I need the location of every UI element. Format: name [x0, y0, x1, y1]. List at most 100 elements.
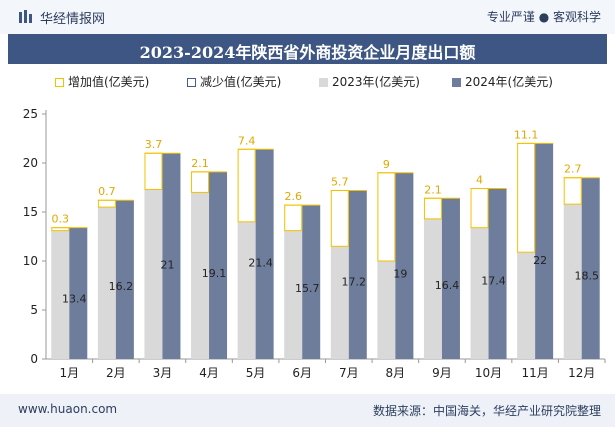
x-tick-label: 4月 — [199, 366, 219, 380]
bar-increase — [517, 142, 536, 253]
y-tick-label: 5 — [30, 303, 38, 317]
bar-increase — [237, 148, 256, 223]
value-label-2024: 18.5 — [574, 270, 599, 283]
increase-value-label: 2.1 — [191, 157, 209, 170]
bar-2024 — [162, 153, 181, 359]
x-tick-label: 3月 — [153, 366, 173, 380]
x-tick-label: 11月 — [521, 366, 548, 380]
chart-title: 2023-2024年陕西省外商投资企业月度出口额 — [139, 43, 476, 62]
bar-2024 — [209, 171, 228, 359]
legend-swatch-increase — [55, 78, 64, 87]
bar-2024 — [348, 190, 367, 359]
value-label-2024: 21.4 — [248, 257, 273, 270]
increase-value-label: 11.1 — [514, 128, 539, 141]
increase-value-label: 2.6 — [284, 190, 302, 203]
legend-swatch-2023 — [319, 78, 328, 87]
y-tick-label: 20 — [23, 156, 38, 170]
value-label-2024: 16.2 — [109, 280, 134, 293]
bar-increase — [423, 197, 442, 220]
legend-label-decrease: 减少值(亿美元) — [200, 75, 282, 89]
x-tick-label: 5月 — [246, 366, 266, 380]
y-tick-label: 10 — [23, 254, 38, 268]
bar-2024 — [115, 200, 134, 359]
bar-increase — [191, 171, 210, 193]
value-label-2024: 22 — [533, 254, 547, 267]
bar-2023 — [563, 204, 582, 359]
bar-increase — [330, 189, 349, 247]
bar-increase — [563, 177, 582, 205]
bar-2024 — [302, 205, 321, 359]
legend-item-increase: 增加值(亿美元) — [55, 73, 149, 90]
legend-label-2023: 2023年(亿美元) — [332, 75, 420, 89]
chart-legend: 增加值(亿美元) 减少值(亿美元) 2023年(亿美元) 2024年(亿美元) — [0, 71, 615, 91]
bar-2023 — [470, 227, 489, 359]
increase-value-label: 0.3 — [52, 213, 70, 226]
bar-2024 — [535, 143, 554, 359]
bar-2024 — [255, 149, 274, 359]
bar-increase — [144, 152, 163, 190]
increase-value-label: 5.7 — [331, 175, 349, 188]
x-tick-label: 1月 — [59, 366, 79, 380]
bar-increase — [97, 199, 116, 208]
website-link[interactable]: www.huaon.com — [18, 402, 118, 416]
bar-increase — [284, 204, 303, 232]
chart-plot: 0 5 10 15 20 25 1月 2月 3月 4月 5月 6月 7月 8月 9月 10月 11月 12月 0.… — [23, 107, 606, 380]
y-tick-label: 25 — [23, 107, 38, 121]
x-tick-label: 10月 — [475, 366, 502, 380]
increase-value-label: 7.4 — [238, 134, 256, 147]
x-tick-label: 2月 — [106, 366, 126, 380]
y-tick-label: 15 — [23, 205, 38, 219]
brand-logo-icon — [19, 10, 32, 23]
bar-2023 — [284, 230, 303, 359]
bar-increase — [377, 172, 396, 262]
value-label-2024: 13.4 — [62, 293, 87, 306]
bar-2023 — [191, 192, 210, 359]
value-label-2024: 19 — [393, 267, 407, 280]
x-tick-label: 8月 — [386, 366, 406, 380]
value-label-2024: 16.4 — [435, 279, 460, 292]
bar-2023 — [237, 221, 256, 359]
legend-swatch-2024 — [452, 78, 461, 87]
bar-2024 — [581, 177, 600, 359]
increase-value-label: 2.1 — [424, 183, 442, 196]
legend-item-2024: 2024年(亿美元) — [452, 73, 553, 90]
value-label-2024: 19.1 — [202, 267, 227, 280]
increase-value-label: 2.7 — [564, 163, 582, 176]
legend-item-decrease: 减少值(亿美元) — [187, 73, 281, 90]
top-bar: 华经情报网 专业严谨 ● 客观科学 — [0, 0, 615, 34]
bar-2023 — [377, 261, 396, 359]
x-tick-label: 12月 — [568, 366, 595, 380]
value-label-2024: 15.7 — [295, 282, 320, 295]
y-tick-label: 0 — [30, 352, 38, 366]
footer: www.huaon.com 数据来源：中国海关，华经产业研究院整理 — [0, 394, 615, 427]
bar-2023 — [51, 230, 70, 359]
bar-2023 — [330, 246, 349, 359]
bar-2023 — [144, 189, 163, 359]
increase-value-label: 3.7 — [145, 138, 163, 151]
x-tick-label: 7月 — [339, 366, 359, 380]
legend-item-2023: 2023年(亿美元) — [319, 73, 420, 90]
data-source: 数据来源：中国海关，华经产业研究院整理 — [372, 404, 601, 418]
bar-2024 — [441, 198, 460, 359]
bar-2024 — [488, 188, 507, 359]
brand-name: 华经情报网 — [40, 12, 106, 27]
increase-value-label: 9 — [383, 158, 390, 171]
bar-2023 — [423, 218, 442, 359]
bar-2024 — [69, 227, 88, 359]
title-bar: 2023-2024年陕西省外商投资企业月度出口额 — [8, 34, 607, 64]
bar-2024 — [395, 172, 414, 359]
legend-label-2024: 2024年(亿美元) — [465, 75, 553, 89]
bar-increase — [470, 187, 489, 229]
legend-swatch-decrease — [187, 78, 196, 87]
x-tick-label: 9月 — [432, 366, 452, 380]
increase-value-label: 0.7 — [98, 185, 116, 198]
legend-label-increase: 增加值(亿美元) — [68, 75, 150, 89]
bar-2023 — [517, 252, 536, 359]
x-tick-label: 6月 — [292, 366, 312, 380]
bar-2023 — [97, 207, 116, 359]
value-label-2024: 17.4 — [481, 275, 506, 288]
tagline: 专业严谨 ● 客观科学 — [486, 10, 601, 24]
value-label-2024: 21 — [160, 258, 174, 271]
increase-value-label: 4 — [476, 173, 483, 186]
value-label-2024: 17.2 — [342, 275, 367, 288]
